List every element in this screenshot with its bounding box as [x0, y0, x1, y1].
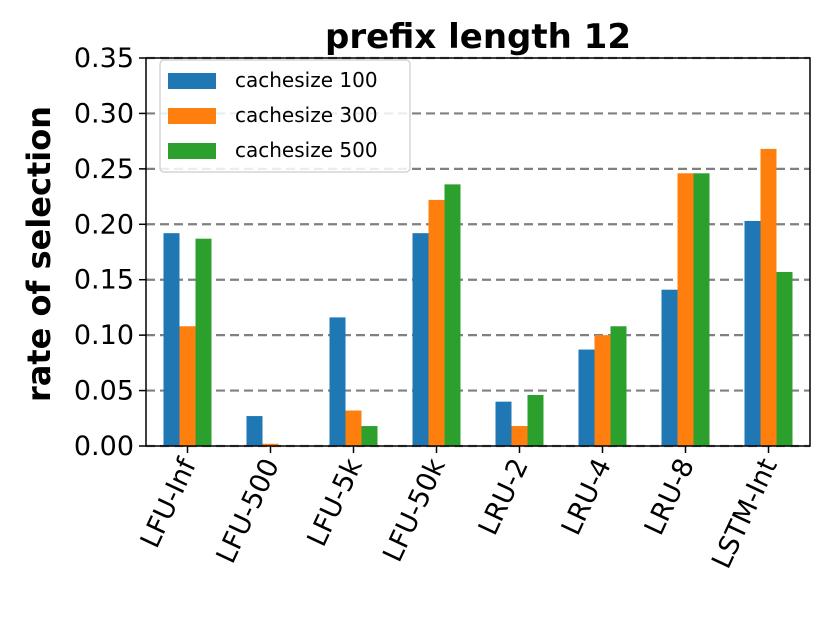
legend-label: cachesize 500: [235, 138, 378, 162]
plot-frame: [145, 57, 811, 447]
bar: [329, 317, 346, 446]
chart-title: prefix length 12: [325, 17, 631, 57]
legend-label: cachesize 100: [235, 68, 378, 92]
y-tick-label: 0.10: [74, 320, 134, 351]
bar: [661, 289, 678, 446]
legend-box: [159, 59, 411, 173]
legend: cachesize 100 cachesize 300 cachesize 500: [159, 59, 411, 173]
y-tick-label: 0.15: [74, 265, 134, 296]
y-axis-label: rate of selection: [20, 106, 58, 402]
bar: [511, 426, 528, 446]
x-tick-label: LFU-500: [211, 454, 286, 568]
y-tick-label: 0.35: [74, 43, 134, 74]
bar: [195, 238, 212, 446]
x-tick-label: LRU-8: [639, 454, 701, 540]
y-tick-label: 0.30: [74, 98, 134, 129]
x-tick-label: LRU-4: [556, 454, 618, 540]
axes: [145, 57, 811, 447]
x-tick-label: LFU-Inf: [135, 453, 204, 553]
y-tick-label: 0.00: [74, 431, 134, 462]
bar: [610, 326, 627, 446]
bar: [527, 395, 544, 446]
legend-swatch: [168, 108, 216, 124]
x-tick-label: LFU-5k: [301, 454, 369, 552]
bar: [163, 233, 180, 446]
bar: [578, 349, 595, 446]
bar: [345, 410, 362, 446]
bar: [444, 184, 461, 446]
bar: [179, 326, 196, 446]
bar: [744, 220, 761, 446]
y-tick-label: 0.20: [74, 209, 134, 240]
x-tick-label: LRU-2: [473, 454, 535, 540]
bar: [495, 401, 512, 446]
bar: [693, 173, 710, 446]
y-tick-label: 0.05: [74, 376, 134, 407]
bar: [262, 443, 279, 446]
bar: [594, 335, 611, 446]
bar: [760, 148, 777, 446]
x-tick-label: LFU-50k: [377, 454, 452, 567]
legend-swatch: [168, 73, 216, 89]
bar: [677, 173, 694, 446]
y-ticks: 0.00 0.05 0.10 0.15 0.20 0.25 0.30 0.35: [74, 43, 146, 462]
bar: [428, 199, 445, 446]
bars: [163, 148, 793, 446]
legend-swatch: [168, 143, 216, 159]
x-ticks: LFU-Inf LFU-500 LFU-5k LFU-50k LRU-2 LRU-4 LRU…: [135, 446, 784, 573]
bar: [246, 416, 263, 446]
legend-label: cachesize 300: [235, 103, 378, 127]
bar: [776, 271, 793, 446]
bar: [412, 233, 429, 446]
x-tick-label: LSTM-Int: [706, 454, 784, 573]
y-tick-label: 0.25: [74, 154, 134, 185]
bar: [361, 426, 378, 446]
